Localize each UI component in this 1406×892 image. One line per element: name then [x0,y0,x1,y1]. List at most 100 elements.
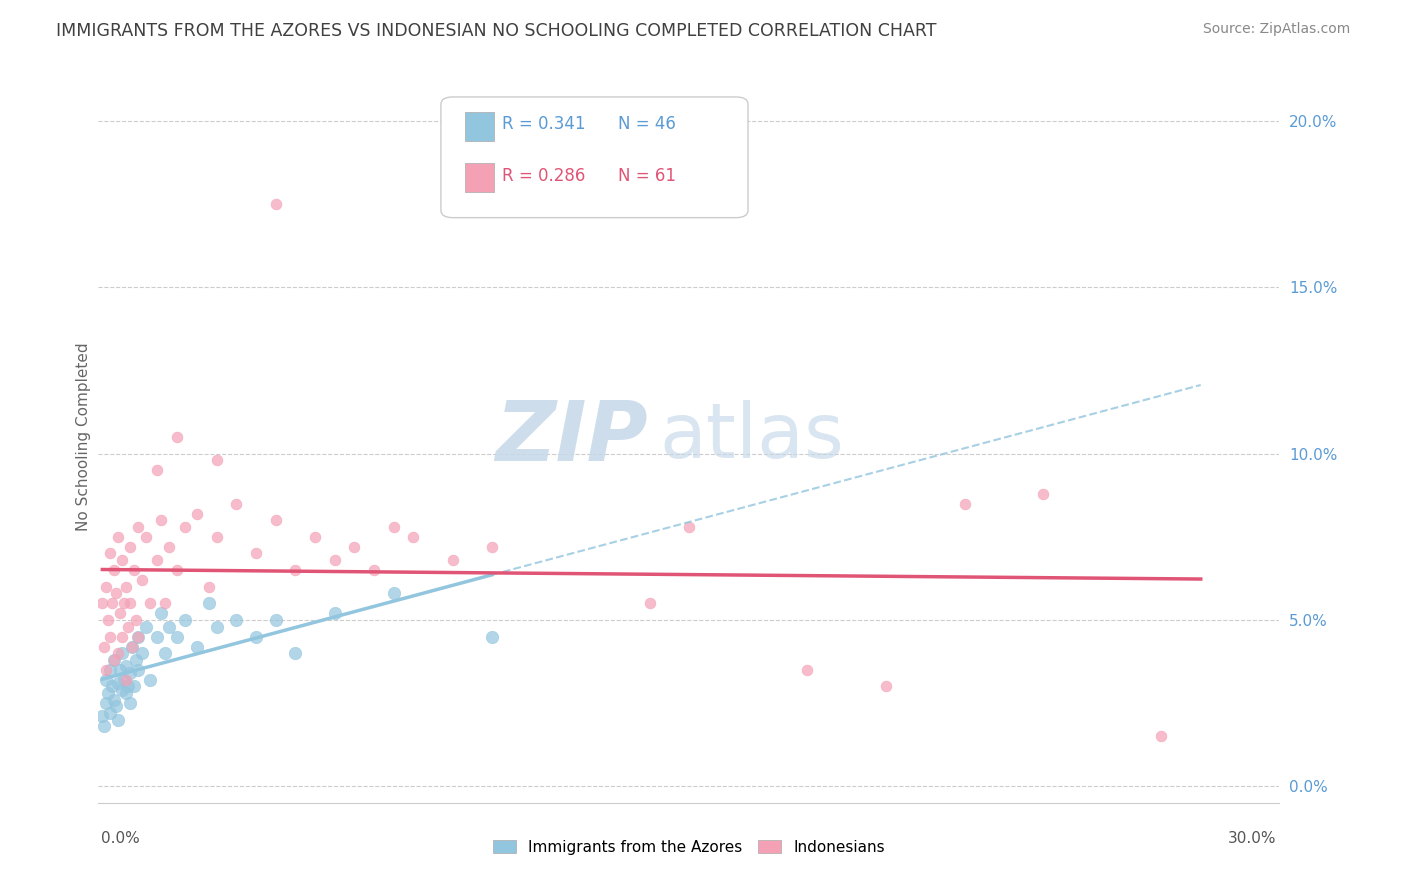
Text: Source: ZipAtlas.com: Source: ZipAtlas.com [1202,22,1350,37]
Text: N = 46: N = 46 [619,115,676,133]
Point [112,596,135,610]
Point [155,596,177,610]
Point [166,430,188,444]
Point [115,686,138,700]
Point [112,673,135,687]
Point [481,540,503,554]
Point [97,613,120,627]
Y-axis label: No Schooling Completed: No Schooling Completed [76,343,91,532]
Point [98,706,121,720]
Point [118,596,141,610]
Point [121,640,143,654]
Point [101,680,124,694]
Point [146,463,169,477]
Point [264,197,287,211]
FancyBboxPatch shape [441,97,748,218]
Point [108,663,131,677]
Point [304,530,326,544]
Point [105,586,128,600]
Point [155,646,177,660]
Point [103,563,125,577]
Point [382,586,405,600]
Point [264,513,287,527]
Point [103,653,125,667]
Text: ZIP: ZIP [495,397,648,477]
Point [111,682,134,697]
Point [91,709,114,723]
Point [205,619,228,633]
Point [284,646,307,660]
Text: IMMIGRANTS FROM THE AZORES VS INDONESIAN NO SCHOOLING COMPLETED CORRELATION CHAR: IMMIGRANTS FROM THE AZORES VS INDONESIAN… [56,22,936,40]
Point [150,513,173,527]
Point [205,530,228,544]
Point [174,613,197,627]
Point [146,630,169,644]
Point [166,630,188,644]
Point [125,613,148,627]
Point [107,530,129,544]
Point [138,596,160,610]
Point [107,713,129,727]
Point [157,619,180,633]
Point [122,680,145,694]
Point [402,530,425,544]
Point [284,563,307,577]
Point [678,520,700,534]
Text: R = 0.341: R = 0.341 [502,115,586,133]
Point [796,663,818,677]
Point [205,453,228,467]
Point [186,507,208,521]
Legend: Immigrants from the Azores, Indonesians: Immigrants from the Azores, Indonesians [486,834,891,861]
Point [186,640,208,654]
Point [98,663,121,677]
Point [481,630,503,644]
Point [638,596,661,610]
Point [131,646,153,660]
Point [103,653,125,667]
Point [225,497,247,511]
Point [115,659,138,673]
Text: 0.0%: 0.0% [101,831,141,846]
Point [197,596,219,610]
Point [111,553,134,567]
Point [127,630,149,644]
Point [127,630,149,644]
Point [93,640,115,654]
Point [953,497,976,511]
Point [146,553,169,567]
Point [174,520,197,534]
Point [108,607,131,621]
Point [150,607,173,621]
Point [97,686,120,700]
Point [103,692,125,706]
Point [225,613,247,627]
Text: N = 61: N = 61 [619,167,676,185]
Text: R = 0.286: R = 0.286 [502,167,586,185]
Point [101,596,124,610]
Point [245,630,267,644]
Point [118,540,141,554]
Point [98,546,121,560]
Point [166,563,188,577]
Point [125,653,148,667]
Point [107,646,129,660]
Point [105,699,128,714]
Point [127,520,149,534]
Point [107,676,129,690]
Point [157,540,180,554]
FancyBboxPatch shape [464,112,494,141]
Point [138,673,160,687]
Point [122,563,145,577]
Point [93,719,115,733]
Point [264,613,287,627]
Point [441,553,464,567]
Point [323,553,346,567]
Point [131,573,153,587]
Point [343,540,366,554]
Point [111,646,134,660]
Point [117,680,139,694]
Point [245,546,267,560]
Point [115,580,138,594]
Point [127,663,149,677]
FancyBboxPatch shape [464,163,494,192]
